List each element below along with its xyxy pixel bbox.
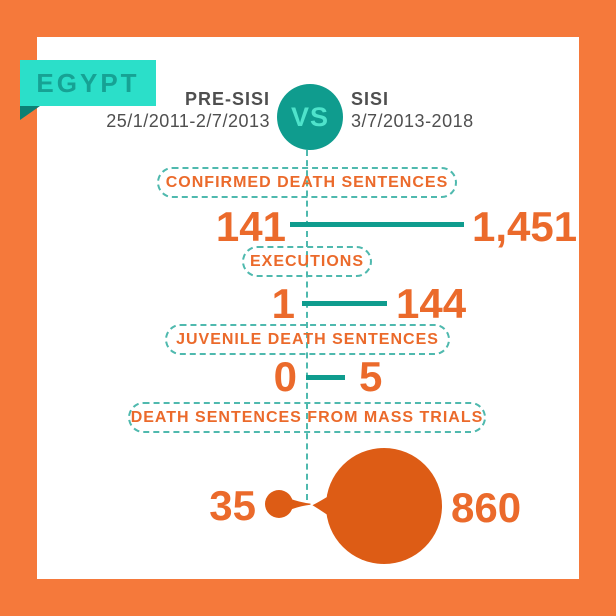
pre-sisi-bubble — [265, 490, 293, 518]
pill-text: EXECUTIONS — [249, 252, 364, 270]
connector-line-executions — [302, 301, 387, 306]
value-juvenile-pre: 0 — [273, 353, 297, 400]
value-mass-trials-sisi: 860 — [451, 484, 522, 531]
country-label: EGYPT — [36, 67, 140, 98]
vs-badge: VS — [277, 84, 343, 150]
metric-label-confirmed-death-sentences: CONFIRMED DEATH SENTENCES — [157, 167, 457, 198]
connector-line-juvenile — [306, 375, 345, 380]
value-mass-trials-pre: 35 — [209, 482, 256, 529]
sisi-dates: 3/7/2013-2018 — [351, 111, 474, 131]
value-juvenile-sisi: 5 — [359, 353, 383, 400]
pill-text: DEATH SENTENCES FROM MASS TRIALS — [130, 408, 484, 426]
pre-sisi-bubble-tail — [288, 498, 311, 511]
value-confirmed-sisi: 1,451 — [472, 203, 578, 250]
pre-sisi-title: PRE-SISI — [184, 89, 270, 109]
value-executions-sisi: 144 — [396, 280, 467, 327]
sisi-bubble — [326, 448, 442, 564]
pill-text: JUVENILE DEATH SENTENCES — [176, 330, 439, 348]
pill-text: CONFIRMED DEATH SENTENCES — [165, 173, 449, 191]
value-executions-pre: 1 — [271, 280, 295, 327]
pre-sisi-dates: 25/1/2011-2/7/2013 — [106, 111, 270, 131]
connector-line-confirmed — [290, 222, 464, 227]
sisi-title: SISI — [351, 89, 390, 109]
sisi-bubble-tail — [312, 494, 332, 518]
country-ribbon: EGYPT — [20, 60, 156, 106]
ribbon-fold — [20, 106, 40, 120]
vs-label: VS — [290, 101, 330, 132]
sisi-header: SISI 3/7/2013-2018 — [351, 88, 541, 132]
metric-label-juvenile-death-sentences: JUVENILE DEATH SENTENCES — [165, 324, 450, 355]
metric-label-mass-trials: DEATH SENTENCES FROM MASS TRIALS — [128, 402, 486, 433]
metric-label-executions: EXECUTIONS — [242, 246, 372, 277]
value-confirmed-pre: 141 — [215, 203, 286, 250]
pre-sisi-header: PRE-SISI 25/1/2011-2/7/2013 — [80, 88, 270, 132]
